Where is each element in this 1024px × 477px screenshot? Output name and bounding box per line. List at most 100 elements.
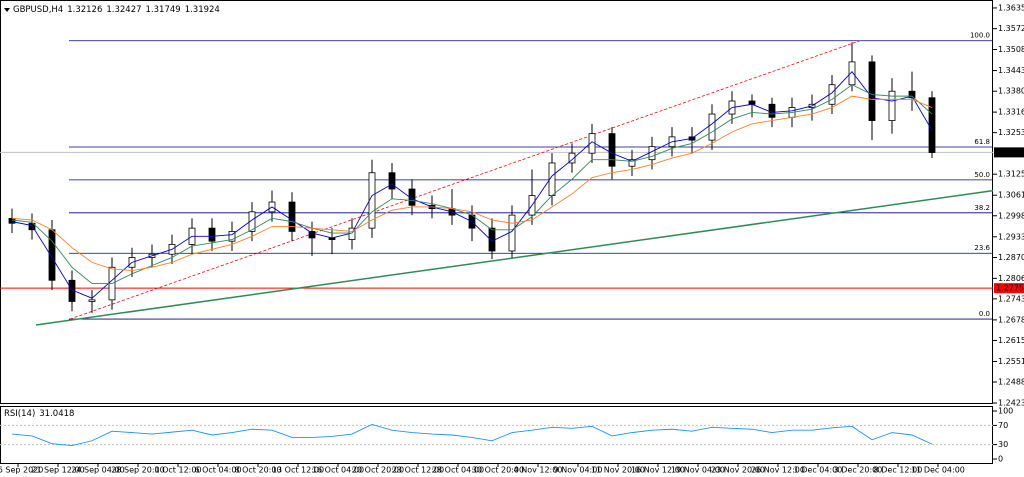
candle-body <box>8 217 16 224</box>
x-tick-label: 23 Nov 20:00 <box>711 466 765 475</box>
y-tick-label: 1.29335 <box>998 232 1024 241</box>
fib-label: 38.2 <box>974 204 990 212</box>
y-tick-label: 1.36355 <box>998 3 1024 12</box>
x-tick-label: 20 Oct 20:00 <box>352 466 404 475</box>
fib-label: 23.6 <box>974 244 990 252</box>
x-tick-label: 1 Dec 04:00 <box>794 466 843 475</box>
x-tick-label: 16 Nov 12:00 <box>631 466 685 475</box>
x-tick-label: 8 Dec 12:00 <box>874 466 923 475</box>
moving-average <box>11 70 933 299</box>
rsi-label: RSI(14) <box>4 409 35 419</box>
y-tick-label: 1.27430 <box>998 294 1024 303</box>
candle-body <box>228 231 236 242</box>
rsi-tick-label: 100 <box>998 407 1013 416</box>
y-tick-label: 1.35720 <box>998 24 1024 33</box>
rsi-last: 31.0418 <box>39 409 74 419</box>
y-tick-label: 1.26785 <box>998 315 1024 324</box>
x-tick-label: 8 Oct 20:00 <box>234 466 281 475</box>
candle-body <box>608 133 616 167</box>
last-price-label: 1.31924 <box>996 148 1024 157</box>
candle-body <box>48 229 56 281</box>
candle-body <box>868 61 876 121</box>
symbol: GBPUSD,H4 <box>13 5 63 15</box>
candle-body <box>288 201 296 232</box>
y-tick-label: 1.33160 <box>998 108 1024 117</box>
candle-body <box>208 227 216 242</box>
x-tick-label: 1 Oct 12:00 <box>154 466 201 475</box>
x-tick-label: 11 Dec 04:00 <box>911 466 965 475</box>
hline-label-bg <box>994 283 1024 294</box>
rsi-panel <box>0 423 993 447</box>
y-tick-label: 1.28060 <box>998 274 1024 283</box>
main-panel: 100.0 61.8 50.0 38.2 23.6 0.0 <box>0 32 994 326</box>
x-tick-label: 24 Sep 04:00 <box>71 466 124 475</box>
x-tick-label: 28 Oct 04:00 <box>432 466 484 475</box>
header: GBPUSD,H4 1.32126 1.32427 1.31749 1.31924 <box>13 5 220 15</box>
candle-body <box>908 90 916 99</box>
candle-body <box>628 159 636 167</box>
x-tick-label: 4 Nov 12:00 <box>514 466 563 475</box>
x-tick-label: 26 Nov 12:00 <box>751 466 805 475</box>
x-tick-label: 11 Nov 20:00 <box>591 466 645 475</box>
candle-body <box>748 100 756 105</box>
moving-average <box>11 95 933 271</box>
x-tick-label: 3 Dec 20:00 <box>834 466 883 475</box>
rsi-frame <box>0 406 993 464</box>
high: 1.32427 <box>106 5 141 15</box>
candle-body <box>88 299 96 302</box>
x-tick-label: 19 Nov 04:00 <box>671 466 725 475</box>
y-tick-label: 1.24235 <box>998 399 1024 408</box>
y-tick-label: 1.30610 <box>998 191 1024 200</box>
low: 1.31749 <box>146 5 181 15</box>
candle-body <box>708 113 716 141</box>
candle-body <box>888 90 896 121</box>
candle-body <box>28 222 36 231</box>
x-tick-label: 6 Oct 04:00 <box>194 466 241 475</box>
y-tick-label: 1.32530 <box>998 128 1024 137</box>
x-tick-label: 13 Oct 12:00 <box>272 466 324 475</box>
open: 1.32126 <box>67 5 102 15</box>
y-tick-label: 1.25510 <box>998 357 1024 366</box>
candle-body <box>508 214 516 252</box>
main-frame <box>0 0 993 404</box>
candle-body <box>928 97 936 153</box>
fib-label: 61.8 <box>974 138 990 146</box>
candle-body <box>408 188 416 206</box>
last-price-bg <box>994 147 1024 158</box>
candle-body <box>648 146 656 161</box>
rsi-line <box>11 423 933 447</box>
x-tick-label: 9 Nov 04:00 <box>554 466 603 475</box>
candle-body <box>568 152 576 164</box>
y-tick-label: 1.34435 <box>998 66 1024 75</box>
fib-label: 50.0 <box>974 171 990 179</box>
moving-average <box>11 84 933 285</box>
candle-body <box>388 172 396 190</box>
y-tick-label: 1.35080 <box>998 45 1024 54</box>
candle-body <box>308 231 316 239</box>
rsi-tick-label: 70 <box>998 421 1008 430</box>
x-tick-label: 21 Sep 12:00 <box>31 466 84 475</box>
candle-body <box>768 103 776 118</box>
x-tick-label: 23 Oct 12:00 <box>392 466 444 475</box>
trendline <box>35 189 994 326</box>
x-tick-label: 28 Sep 20:00 <box>111 466 164 475</box>
x-tick-label: 16 Oct 04:00 <box>312 466 364 475</box>
y-tick-label: 1.29980 <box>998 211 1024 220</box>
y-tick-label: 1.31255 <box>998 170 1024 179</box>
header-icon <box>4 8 10 12</box>
x-tick-label: 16 Sep 2020 <box>0 466 43 475</box>
close: 1.31924 <box>185 5 220 15</box>
y-tick-label: 1.24880 <box>998 377 1024 386</box>
rsi-tick-label: 0 <box>998 455 1003 464</box>
x-tick-label: 30 Oct 20:00 <box>472 466 524 475</box>
fib-label: 100.0 <box>970 32 990 40</box>
y-tick-label: 1.28700 <box>998 253 1024 262</box>
fib-label: 0.0 <box>979 310 990 318</box>
hline-label: 1.27759 <box>996 284 1024 293</box>
y-tick-label: 1.26155 <box>998 336 1024 345</box>
candle-body <box>248 211 256 232</box>
rsi-tick-label: 30 <box>998 440 1008 449</box>
y-tick-label: 1.33800 <box>998 87 1024 96</box>
